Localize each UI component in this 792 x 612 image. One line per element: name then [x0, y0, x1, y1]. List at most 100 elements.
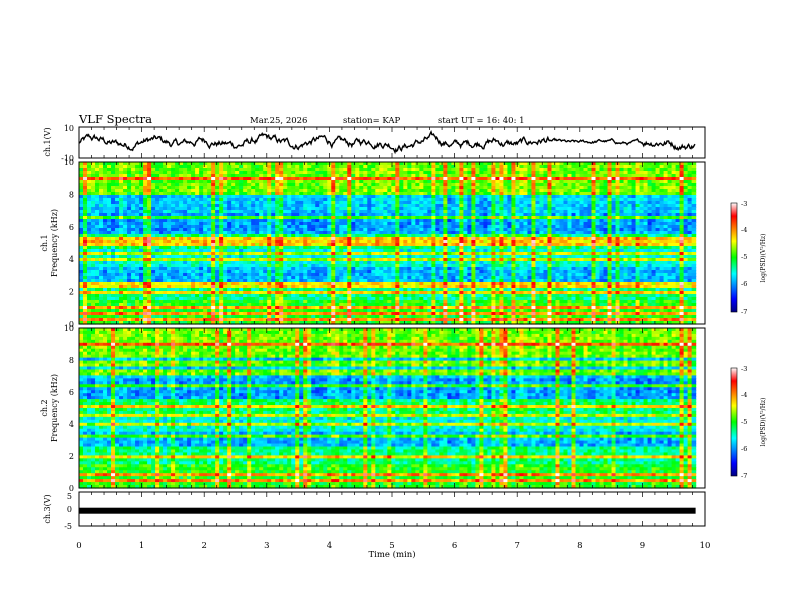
spectrogram-cell [123, 225, 128, 229]
spectrogram-cell [503, 204, 509, 208]
spectrogram-cell [559, 177, 565, 181]
spectrogram-cell [615, 192, 621, 196]
spectrogram-cell [139, 207, 144, 211]
spectrogram-cell [591, 165, 597, 169]
spectrogram-cell [291, 231, 296, 235]
spectrogram-cell [375, 216, 380, 220]
spectrogram-cell [199, 189, 204, 193]
spectrogram-cell [439, 189, 444, 193]
spectrogram-cell [623, 189, 629, 193]
spectrogram-cell [151, 174, 156, 178]
spectrogram-cell [639, 207, 645, 211]
spectrogram-cell [79, 243, 84, 247]
spectrogram-cell [607, 216, 613, 220]
spectrogram-cell [447, 174, 452, 178]
spectrogram-cell [191, 222, 196, 226]
spectrogram-cell [95, 237, 100, 241]
spectrogram-cell [151, 204, 156, 208]
spectrogram-cell [363, 207, 368, 211]
spectrogram-cell [191, 237, 196, 241]
spectrogram-cell [335, 234, 340, 238]
spectrogram-cell [107, 207, 112, 211]
spectrogram-cell [251, 243, 256, 247]
spectrogram-cell [651, 252, 657, 256]
spectrogram-cell [471, 165, 476, 169]
spectrogram-cell [595, 174, 601, 178]
spectrogram-cell [547, 171, 553, 175]
spectrogram-cell [519, 192, 525, 196]
spectrogram-cell [503, 234, 509, 238]
spectrogram-cell [575, 240, 581, 244]
spectrogram-cell [491, 186, 497, 190]
spectrogram-cell [79, 171, 84, 175]
spectrogram-cell [355, 216, 360, 220]
spectrogram-cell [147, 240, 152, 244]
spectrogram-cell [611, 234, 617, 238]
spectrogram-cell [431, 216, 436, 220]
spectrogram-cell [187, 234, 192, 238]
spectrogram-cell [103, 219, 108, 223]
spectrogram-cell [219, 171, 224, 175]
spectrogram-cell [691, 216, 697, 220]
spectrogram-cell [195, 222, 200, 226]
spectrogram-cell [199, 165, 204, 169]
spectrogram-cell [343, 222, 348, 226]
spectrogram-cell [251, 204, 256, 208]
spectrogram-cell [563, 180, 569, 184]
spectrogram-cell [519, 195, 525, 199]
spectrogram-cell [247, 183, 252, 187]
spectrogram-cell [535, 252, 541, 256]
spectrogram-cell [327, 228, 332, 232]
spectrogram-cell [463, 210, 468, 214]
spectrogram-cell [391, 237, 396, 241]
spectrogram-cell [391, 210, 396, 214]
spectrogram-cell [603, 189, 609, 193]
spectrogram-cell [375, 177, 380, 181]
spectrogram-cell [507, 204, 513, 208]
spectrogram-cell [303, 225, 308, 229]
spectrogram-cell [111, 240, 116, 244]
spectrogram-cell [119, 195, 124, 199]
spectrogram-cell [535, 222, 541, 226]
spectrogram-cell [631, 231, 637, 235]
spectrogram-cell [467, 195, 472, 199]
spectrogram-cell [115, 174, 120, 178]
spectrogram-cell [555, 243, 561, 247]
spectrogram-cell [239, 213, 244, 217]
spectrogram-cell [675, 171, 681, 175]
spectrogram-cell [443, 168, 448, 172]
spectrogram-cell [551, 168, 557, 172]
spectrogram-cell [511, 186, 517, 190]
spectrogram-cell [327, 252, 332, 256]
spectrogram-cell [339, 183, 344, 187]
spectrogram-cell [451, 255, 456, 259]
spectrogram-cell [491, 213, 497, 217]
spectrogram-cell [319, 213, 324, 217]
spectrogram-cell [635, 207, 641, 211]
spectrogram-cell [483, 240, 488, 244]
spectrogram-cell [187, 174, 192, 178]
spectrogram-cell [287, 174, 292, 178]
spectrogram-cell [307, 207, 312, 211]
spectrogram-cell [271, 195, 276, 199]
spectrogram-cell [127, 216, 132, 220]
spectrogram-cell [103, 189, 108, 193]
spectrogram-cell [691, 171, 697, 175]
spectrogram-cell [559, 165, 565, 169]
spectrogram-cell [531, 180, 537, 184]
spectrogram-cell [223, 255, 228, 259]
spectrogram-cell [363, 246, 368, 250]
spectrogram-cell [427, 183, 432, 187]
spectrogram-cell [151, 210, 156, 214]
spectrogram-cell [139, 249, 144, 253]
spectrogram-cell [423, 168, 428, 172]
spectrogram-cell [487, 216, 492, 220]
spectrogram-cell [659, 210, 665, 214]
spectrogram-cell [607, 201, 613, 205]
spectrogram-cell [407, 234, 412, 238]
spectrogram-cell [527, 243, 533, 247]
spectrogram-cell [135, 183, 140, 187]
spectrogram-cell [667, 204, 673, 208]
spectrogram-cell [547, 168, 553, 172]
spectrogram-cell [447, 243, 452, 247]
